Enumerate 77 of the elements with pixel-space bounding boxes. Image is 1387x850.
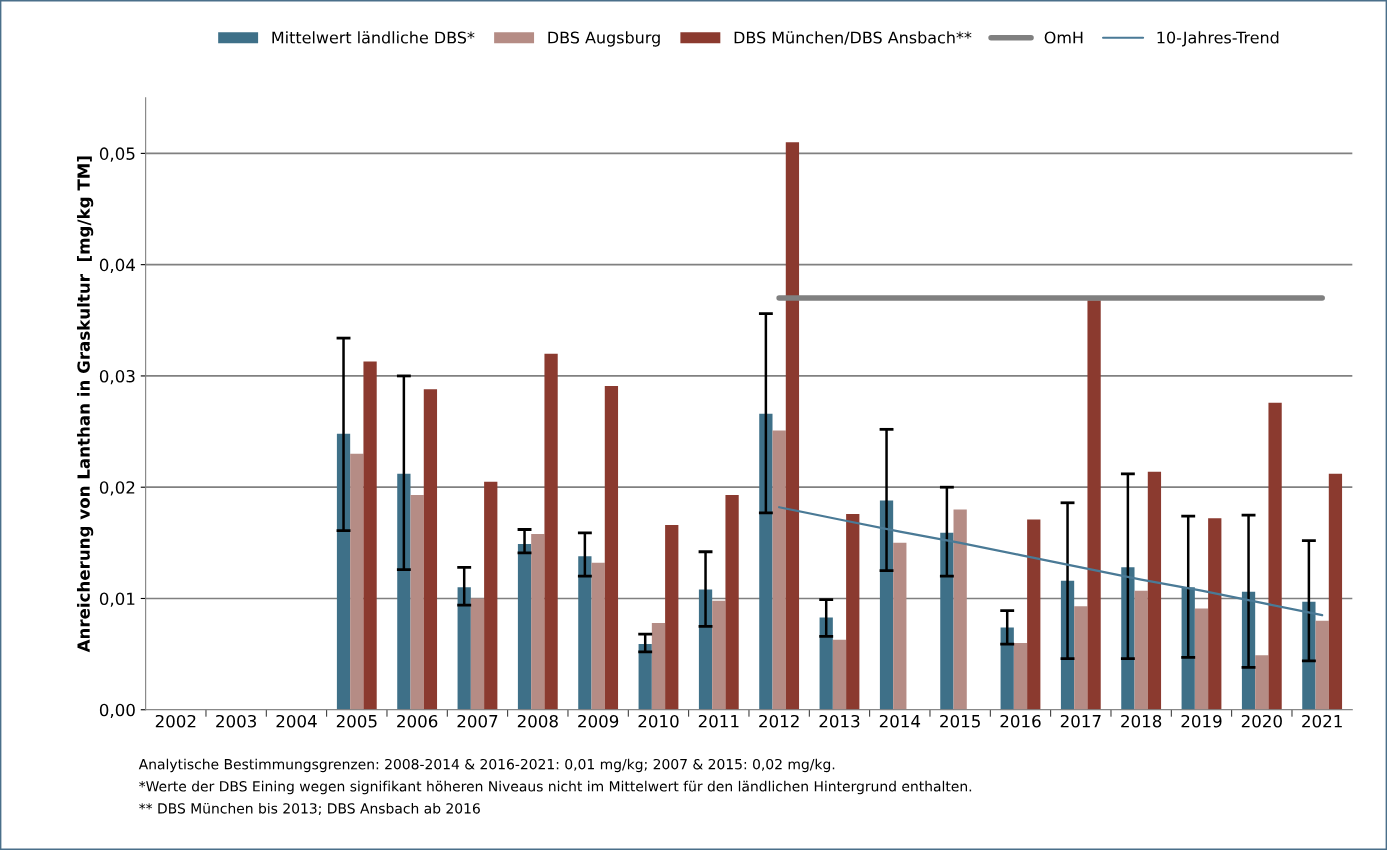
bar — [1255, 655, 1269, 710]
bar — [759, 413, 773, 710]
bar — [846, 513, 860, 710]
bar — [484, 481, 498, 710]
bar — [544, 353, 558, 710]
y-tick-label: 0,01 — [99, 592, 135, 607]
legend-label: DBS Augsburg — [548, 31, 660, 47]
y-tick-label: 0,05 — [99, 147, 135, 162]
x-tick-label: 2011 — [698, 714, 739, 728]
bar — [638, 644, 652, 710]
legend-label: OmH — [1044, 31, 1083, 44]
bar — [1268, 402, 1282, 710]
bar — [531, 533, 545, 710]
bar — [785, 142, 800, 710]
bar — [363, 361, 377, 710]
legend-label: Mittelwert ländliche DBS* — [272, 31, 475, 44]
x-tick-label: 2021 — [1302, 714, 1342, 728]
bar — [591, 562, 605, 710]
x-tick-label: 2002 — [155, 714, 196, 728]
bar — [1013, 642, 1028, 710]
x-tick-label: 2004 — [276, 714, 317, 728]
bar — [1134, 590, 1148, 710]
y-tick-label: 0,04 — [99, 258, 135, 273]
bar — [470, 598, 485, 710]
bar — [517, 543, 532, 710]
x-tick-label: 2017 — [1060, 714, 1101, 728]
bar — [1074, 606, 1088, 710]
bar — [457, 587, 471, 710]
bar — [423, 389, 438, 710]
bar — [712, 600, 726, 710]
bar — [893, 542, 907, 710]
y-tick-label: 0,03 — [99, 369, 135, 385]
bar — [397, 473, 411, 710]
bar — [1027, 519, 1041, 710]
x-tick-label: 2015 — [940, 714, 980, 728]
bar — [1087, 300, 1101, 710]
x-tick-label: 2018 — [1121, 714, 1162, 728]
x-tick-label: 2016 — [1000, 714, 1041, 728]
bar — [651, 622, 666, 710]
bar — [940, 532, 954, 710]
bar — [350, 453, 364, 710]
x-tick-label: 2010 — [638, 714, 679, 728]
text: ** DBS München bis 2013; DBS Ansbach ab 2016 — [139, 802, 480, 816]
bar — [604, 385, 619, 710]
x-tick-label: 2019 — [1181, 714, 1222, 728]
bar — [772, 430, 786, 710]
text: *Werte der DBS Eining wegen signifikant höheren Niveaus nicht im Mittelwert für den ländlichen Hintergrund enthalten. — [139, 780, 972, 795]
x-tick-label: 2014 — [879, 714, 921, 728]
text: Analytische Bestimmungsgrenzen: 2008-2014 & 2016-2021: 0,01 mg/kg; 2007 & 2015: 0,02 mg/kg. — [138, 758, 835, 773]
bar — [1147, 471, 1162, 710]
x-tick-label: 2009 — [578, 714, 619, 728]
bar — [1000, 627, 1014, 710]
y-tick-label: 0,02 — [99, 481, 135, 496]
x-tick-label: 2013 — [819, 714, 860, 728]
legend-label: DBS München/DBS Ansbach** — [734, 31, 972, 45]
x-tick-label: 2007 — [457, 714, 498, 728]
bar — [1328, 473, 1343, 710]
x-tick-label: 2020 — [1241, 714, 1282, 728]
x-tick-label: 2012 — [759, 714, 799, 728]
bar — [665, 525, 679, 710]
y-axis-title: Anreicherung von Lanthan in Graskultur [mg/kg TM] — [76, 156, 94, 653]
x-tick-label: 2005 — [336, 714, 377, 728]
bar — [578, 556, 592, 710]
bar — [819, 617, 833, 710]
bar — [1208, 518, 1222, 710]
x-tick-label: 2008 — [517, 714, 558, 728]
bar — [832, 639, 847, 710]
bar — [953, 509, 967, 710]
bar — [725, 494, 739, 710]
bar — [1194, 608, 1209, 710]
y-tick-label: 0,00 — [99, 703, 135, 719]
legend-label: 10-Jahres-Trend — [1157, 31, 1279, 47]
x-tick-label: 2003 — [216, 714, 257, 728]
x-tick-label: 2006 — [397, 714, 438, 728]
bar — [410, 494, 424, 710]
bar — [1315, 620, 1329, 710]
line-series — [778, 506, 1324, 617]
